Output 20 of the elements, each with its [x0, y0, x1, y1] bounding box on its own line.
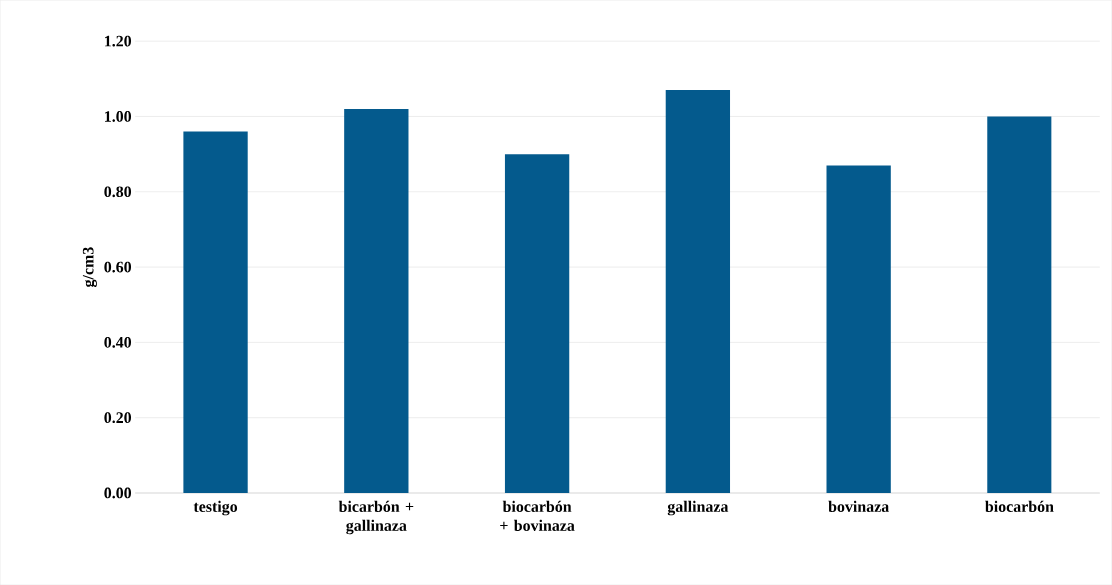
- x-tick-label: gallinaza: [667, 500, 729, 516]
- bar: [987, 116, 1052, 493]
- y-tick-label: 0.40: [104, 336, 132, 348]
- y-tick-label: 0.00: [104, 487, 132, 499]
- x-tick-label: biocarbón + bovinaza: [500, 500, 575, 531]
- y-tick-label: 1.20: [105, 35, 132, 47]
- y-axis-title: g/cm3: [82, 247, 97, 287]
- y-tick-label: 0.80: [104, 186, 132, 198]
- bar: [826, 165, 891, 493]
- bar: [504, 154, 570, 493]
- x-tick-label: bicarbón + gallinaza: [338, 500, 414, 535]
- x-tick-label: testigo: [193, 500, 238, 516]
- bar: [344, 108, 409, 493]
- y-tick-label: 0.20: [104, 412, 132, 424]
- x-tick-label: biocarbón: [985, 500, 1054, 512]
- x-tick-label: bovinaza: [828, 500, 889, 512]
- y-tick-label: 0.60: [104, 261, 132, 273]
- bar: [665, 90, 731, 493]
- bar: [183, 131, 248, 493]
- y-tick-label: 1.00: [105, 110, 132, 122]
